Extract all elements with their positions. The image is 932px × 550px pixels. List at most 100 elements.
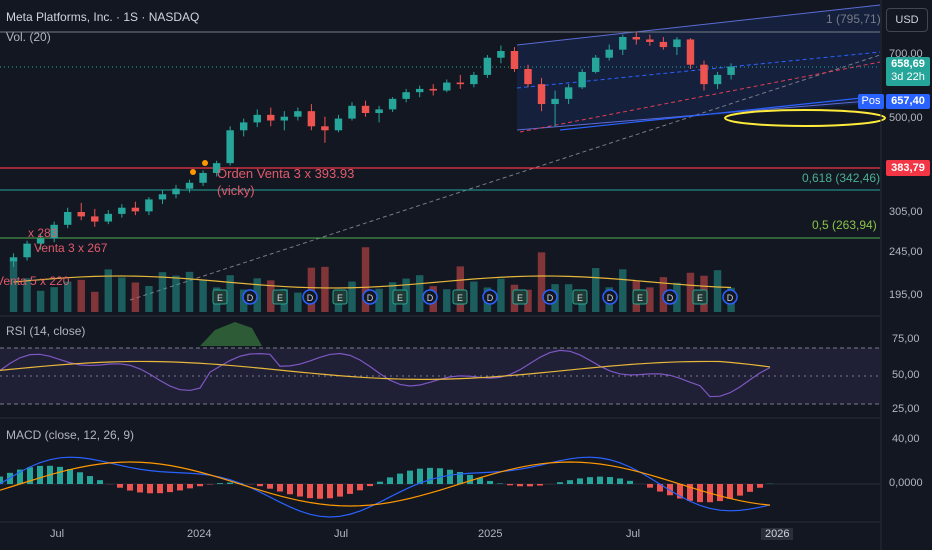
svg-text:E: E	[577, 293, 583, 303]
svg-text:D: D	[427, 293, 434, 303]
support-line	[559, 95, 881, 131]
macd-bar	[337, 484, 343, 497]
macd-bar	[747, 484, 753, 492]
svg-text:D: D	[487, 293, 494, 303]
volume-bar	[9, 260, 18, 312]
currency-button[interactable]: USD	[886, 8, 928, 32]
macd-label[interactable]: MACD (close, 12, 26, 9)	[6, 428, 135, 442]
dividend-marker[interactable]: D	[302, 289, 318, 305]
volume-bar	[537, 252, 546, 312]
candle	[497, 45, 505, 64]
sell-a: Venta 3 x 267	[34, 241, 108, 255]
volume-bar	[226, 275, 234, 312]
entry-marker	[190, 169, 196, 175]
dividend-marker[interactable]: D	[422, 289, 438, 305]
dividend-marker[interactable]: D	[662, 289, 678, 305]
earnings-marker[interactable]: E	[272, 289, 288, 305]
macd-axis-40: 40,00	[892, 433, 920, 445]
macd-bar	[487, 480, 493, 484]
macd-bar	[377, 481, 383, 484]
dividend-marker[interactable]: D	[542, 289, 558, 305]
channel-top-line	[516, 4, 881, 46]
candle	[551, 90, 559, 127]
macd-bar	[197, 484, 203, 487]
rsi-overbought-fill	[200, 322, 262, 346]
volume-bar	[91, 291, 99, 312]
earnings-marker[interactable]: E	[692, 289, 708, 305]
volume-bar	[470, 281, 478, 312]
earnings-marker[interactable]: E	[212, 289, 228, 305]
macd-bar	[177, 484, 183, 491]
dividend-marker[interactable]: D	[362, 289, 378, 305]
candle	[537, 77, 546, 112]
dividend-marker[interactable]: D	[482, 289, 498, 305]
pos-tag[interactable]: Pos	[858, 94, 884, 109]
candle	[9, 253, 18, 267]
macd-bar	[57, 466, 63, 484]
svg-text:D: D	[367, 293, 374, 303]
macd-bar	[667, 484, 673, 496]
dividend-marker[interactable]: D	[602, 289, 618, 305]
macd-axis-0: 0,0000	[889, 477, 923, 489]
volume-bar	[443, 289, 451, 312]
candle	[646, 34, 654, 46]
macd-bar	[347, 484, 353, 494]
earnings-marker[interactable]: E	[512, 289, 528, 305]
signal-line	[0, 461, 771, 507]
macd-bar	[367, 484, 373, 487]
svg-text:E: E	[457, 293, 463, 303]
svg-text:D: D	[547, 293, 554, 303]
candle	[91, 208, 99, 227]
macd-bar	[617, 478, 623, 484]
candle	[619, 34, 627, 55]
rsi-label[interactable]: RSI (14, close)	[6, 324, 86, 338]
symbol-title[interactable]: Meta Platforms, Inc. · 1S · NASDAQ	[6, 10, 200, 24]
candle	[172, 184, 180, 199]
macd-bar	[447, 469, 453, 484]
candle	[226, 126, 234, 166]
volume-ma-line	[13, 275, 732, 289]
dividend-marker[interactable]: D	[242, 289, 258, 305]
earnings-marker[interactable]: E	[572, 289, 588, 305]
earnings-marker[interactable]: E	[392, 289, 408, 305]
trend-dashed-line	[129, 54, 881, 301]
macd-bar	[27, 467, 33, 484]
entry-marker-2	[202, 160, 208, 166]
earnings-marker[interactable]: E	[632, 289, 648, 305]
volume-bar	[646, 287, 654, 312]
pos-price-tag: 657,40	[886, 94, 930, 109]
candle	[63, 207, 72, 229]
svg-text:D: D	[667, 293, 674, 303]
volume-bar	[361, 247, 370, 312]
candle	[212, 160, 221, 177]
macd-bar	[657, 484, 663, 492]
volume-label[interactable]: Vol. (20)	[6, 30, 51, 44]
candle	[307, 104, 316, 131]
candle	[402, 88, 410, 103]
earnings-marker[interactable]: E	[452, 289, 468, 305]
volume-bar	[686, 272, 695, 312]
volume-bar	[415, 275, 424, 312]
candle	[415, 85, 424, 98]
volume-bar	[375, 288, 383, 312]
candle	[280, 111, 289, 131]
candle	[118, 204, 126, 218]
volume-bar	[524, 289, 532, 312]
volume-bar	[36, 290, 45, 312]
candle	[321, 116, 329, 143]
candle	[375, 105, 383, 123]
earnings-marker[interactable]: E	[332, 289, 348, 305]
candle	[50, 221, 58, 243]
candle	[185, 179, 194, 193]
time-axis-2025: 2025	[478, 528, 503, 540]
candle	[104, 210, 113, 225]
candle	[510, 47, 519, 72]
candle	[659, 36, 668, 50]
macd-bar	[297, 484, 303, 497]
macd-bar	[497, 483, 503, 484]
dividend-marker[interactable]: D	[722, 289, 738, 305]
macd-bar	[677, 484, 683, 499]
candle	[348, 102, 356, 121]
